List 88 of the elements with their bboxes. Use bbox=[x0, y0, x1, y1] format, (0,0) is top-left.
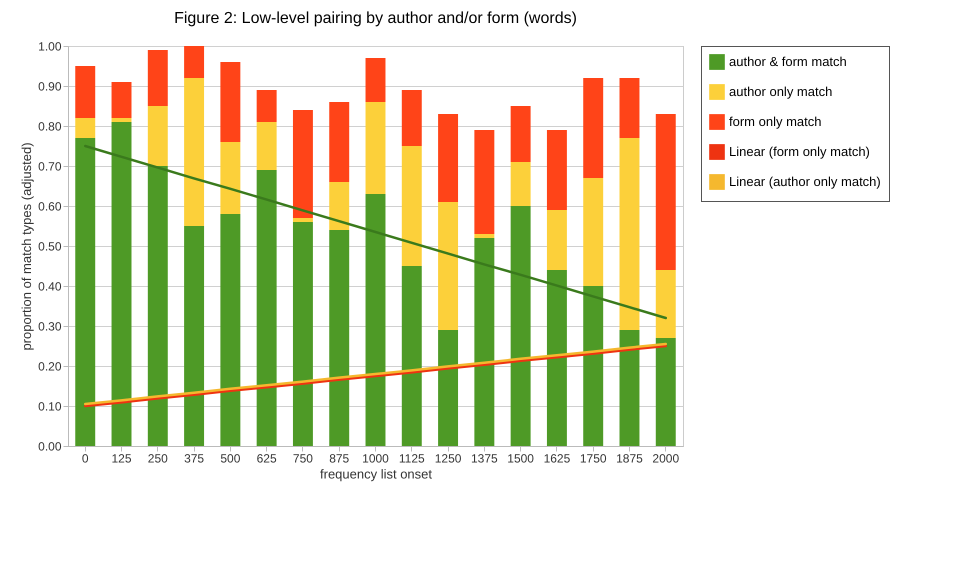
bar bbox=[366, 102, 386, 194]
x-tick-label: 125 bbox=[112, 452, 132, 466]
bar bbox=[583, 286, 604, 446]
bar bbox=[220, 142, 240, 214]
bar bbox=[656, 338, 676, 446]
x-axis-title: frequency list onset bbox=[320, 466, 432, 482]
x-tick-label: 1375 bbox=[471, 452, 498, 466]
bar bbox=[292, 222, 313, 446]
bar bbox=[583, 78, 604, 178]
y-tick-label: 0.10 bbox=[38, 400, 62, 414]
bar bbox=[438, 202, 458, 330]
y-tick-label: 0.40 bbox=[38, 280, 62, 294]
legend-label: form only match bbox=[729, 114, 822, 129]
bar bbox=[75, 66, 96, 118]
x-tick-label: 1875 bbox=[616, 452, 644, 466]
bar bbox=[184, 46, 204, 78]
legend-label: author only match bbox=[729, 84, 832, 99]
bar bbox=[366, 58, 386, 102]
y-tick-label: 0.70 bbox=[38, 160, 62, 174]
bar bbox=[148, 50, 168, 106]
bar bbox=[438, 114, 458, 202]
bar bbox=[474, 238, 494, 446]
y-tick-label: 0.50 bbox=[38, 240, 62, 254]
bar bbox=[184, 226, 204, 446]
bar bbox=[620, 78, 640, 138]
bar bbox=[402, 266, 422, 446]
x-tick-label: 1750 bbox=[580, 452, 607, 466]
bar bbox=[112, 118, 132, 122]
bar bbox=[256, 122, 277, 170]
bar bbox=[256, 170, 277, 446]
x-tick-label: 750 bbox=[292, 452, 314, 466]
bar bbox=[546, 270, 567, 446]
chart-title: Figure 2: Low-level pairing by author and/or form (words) bbox=[174, 10, 577, 27]
bar bbox=[366, 194, 386, 446]
bar bbox=[329, 102, 350, 182]
bar bbox=[474, 130, 494, 234]
y-tick-label: 0.60 bbox=[38, 200, 62, 214]
y-tick-label: 0.30 bbox=[38, 320, 62, 334]
bar bbox=[656, 270, 676, 338]
bar bbox=[75, 118, 96, 138]
bar bbox=[112, 122, 132, 446]
bar bbox=[220, 62, 240, 142]
bar bbox=[112, 82, 132, 118]
bar bbox=[402, 146, 422, 266]
y-tick-label: 0.80 bbox=[38, 120, 62, 134]
bar bbox=[184, 78, 204, 226]
line-series bbox=[84, 144, 668, 320]
bar bbox=[329, 182, 350, 230]
bar bbox=[75, 138, 96, 446]
bar bbox=[510, 206, 531, 446]
bar bbox=[510, 162, 531, 206]
x-tick-label: 1250 bbox=[434, 452, 462, 466]
x-tick-label: 1500 bbox=[507, 452, 534, 466]
bar bbox=[546, 210, 567, 270]
bar bbox=[292, 110, 313, 218]
bar bbox=[474, 234, 494, 238]
x-tick-label: 375 bbox=[184, 452, 204, 466]
y-tick-label: 1.00 bbox=[38, 40, 62, 54]
x-tick-label: 2000 bbox=[652, 452, 680, 466]
x-tick-label: 250 bbox=[148, 452, 168, 466]
legend-label: Linear (author only match) bbox=[729, 174, 881, 189]
x-tick-label: 1000 bbox=[362, 452, 390, 466]
x-tick-label: 500 bbox=[220, 452, 241, 466]
bar bbox=[583, 178, 604, 286]
bar bbox=[546, 130, 567, 210]
bar bbox=[220, 214, 240, 446]
bar bbox=[256, 90, 277, 122]
bar bbox=[148, 166, 168, 446]
bar bbox=[510, 106, 531, 162]
y-tick-label: 0.00 bbox=[38, 440, 62, 454]
bar bbox=[148, 106, 168, 166]
legend-label: Linear (form only match) bbox=[729, 144, 870, 159]
x-tick-label: 1125 bbox=[398, 452, 426, 466]
bar bbox=[329, 230, 350, 446]
x-tick-label: 625 bbox=[256, 452, 277, 466]
x-tick-label: 0 bbox=[82, 452, 89, 466]
bar bbox=[656, 114, 676, 270]
bar bbox=[620, 138, 640, 330]
bar bbox=[292, 218, 313, 222]
bar bbox=[620, 330, 640, 446]
y-tick-label: 0.90 bbox=[38, 80, 62, 94]
y-tick-label: 0.20 bbox=[38, 360, 62, 374]
bar bbox=[438, 330, 458, 446]
x-tick-label: 875 bbox=[329, 452, 350, 466]
x-tick-label: 1625 bbox=[544, 452, 571, 466]
bar bbox=[402, 90, 422, 146]
y-axis-title: proportion of match types (adjusted) bbox=[19, 142, 34, 351]
legend-label: author & form match bbox=[729, 54, 847, 69]
